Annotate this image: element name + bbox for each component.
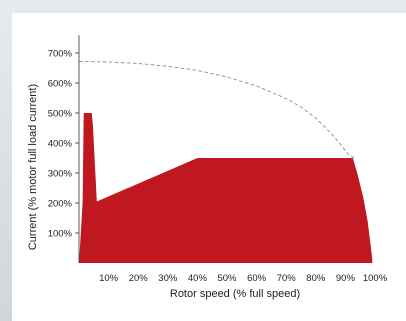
y-tick-label: 600% [48,79,73,90]
x-tick-label: 100% [363,273,388,284]
x-tick-label: 30% [158,273,178,284]
y-tick-label: 100% [48,229,73,240]
x-tick-label: 80% [306,273,326,284]
chart-card: 100% 200% 300% 400% 500% 600% 700% 10% 20% 30% 40%… [12,13,406,321]
y-axis-title: Current (% motor full load current) [27,84,39,250]
dashed-current-curve [78,60,355,159]
x-tick-label: 20% [129,273,149,284]
x-tick-label: 10% [99,273,119,284]
x-tick-label: 50% [217,273,237,284]
y-tick-label: 700% [48,49,73,60]
y-tick-label: 400% [48,139,73,150]
x-axis-title: Rotor speed (% full speed) [170,288,300,300]
x-tick-label: 40% [188,273,208,284]
y-tick-label: 500% [48,109,73,120]
y-tick-label: 200% [48,199,73,210]
y-tick-label: 300% [48,169,73,180]
current-area-series [79,113,373,263]
x-tick-label: 90% [336,273,356,284]
chart: 100% 200% 300% 400% 500% 600% 700% 10% 20% 30% 40%… [27,35,388,300]
x-tick-label: 60% [247,273,267,284]
x-tick-label: 70% [277,273,297,284]
axes: 100% 200% 300% 400% 500% 600% 700% 10% 20% 30% 40%… [48,35,388,284]
plot-area [78,60,373,263]
